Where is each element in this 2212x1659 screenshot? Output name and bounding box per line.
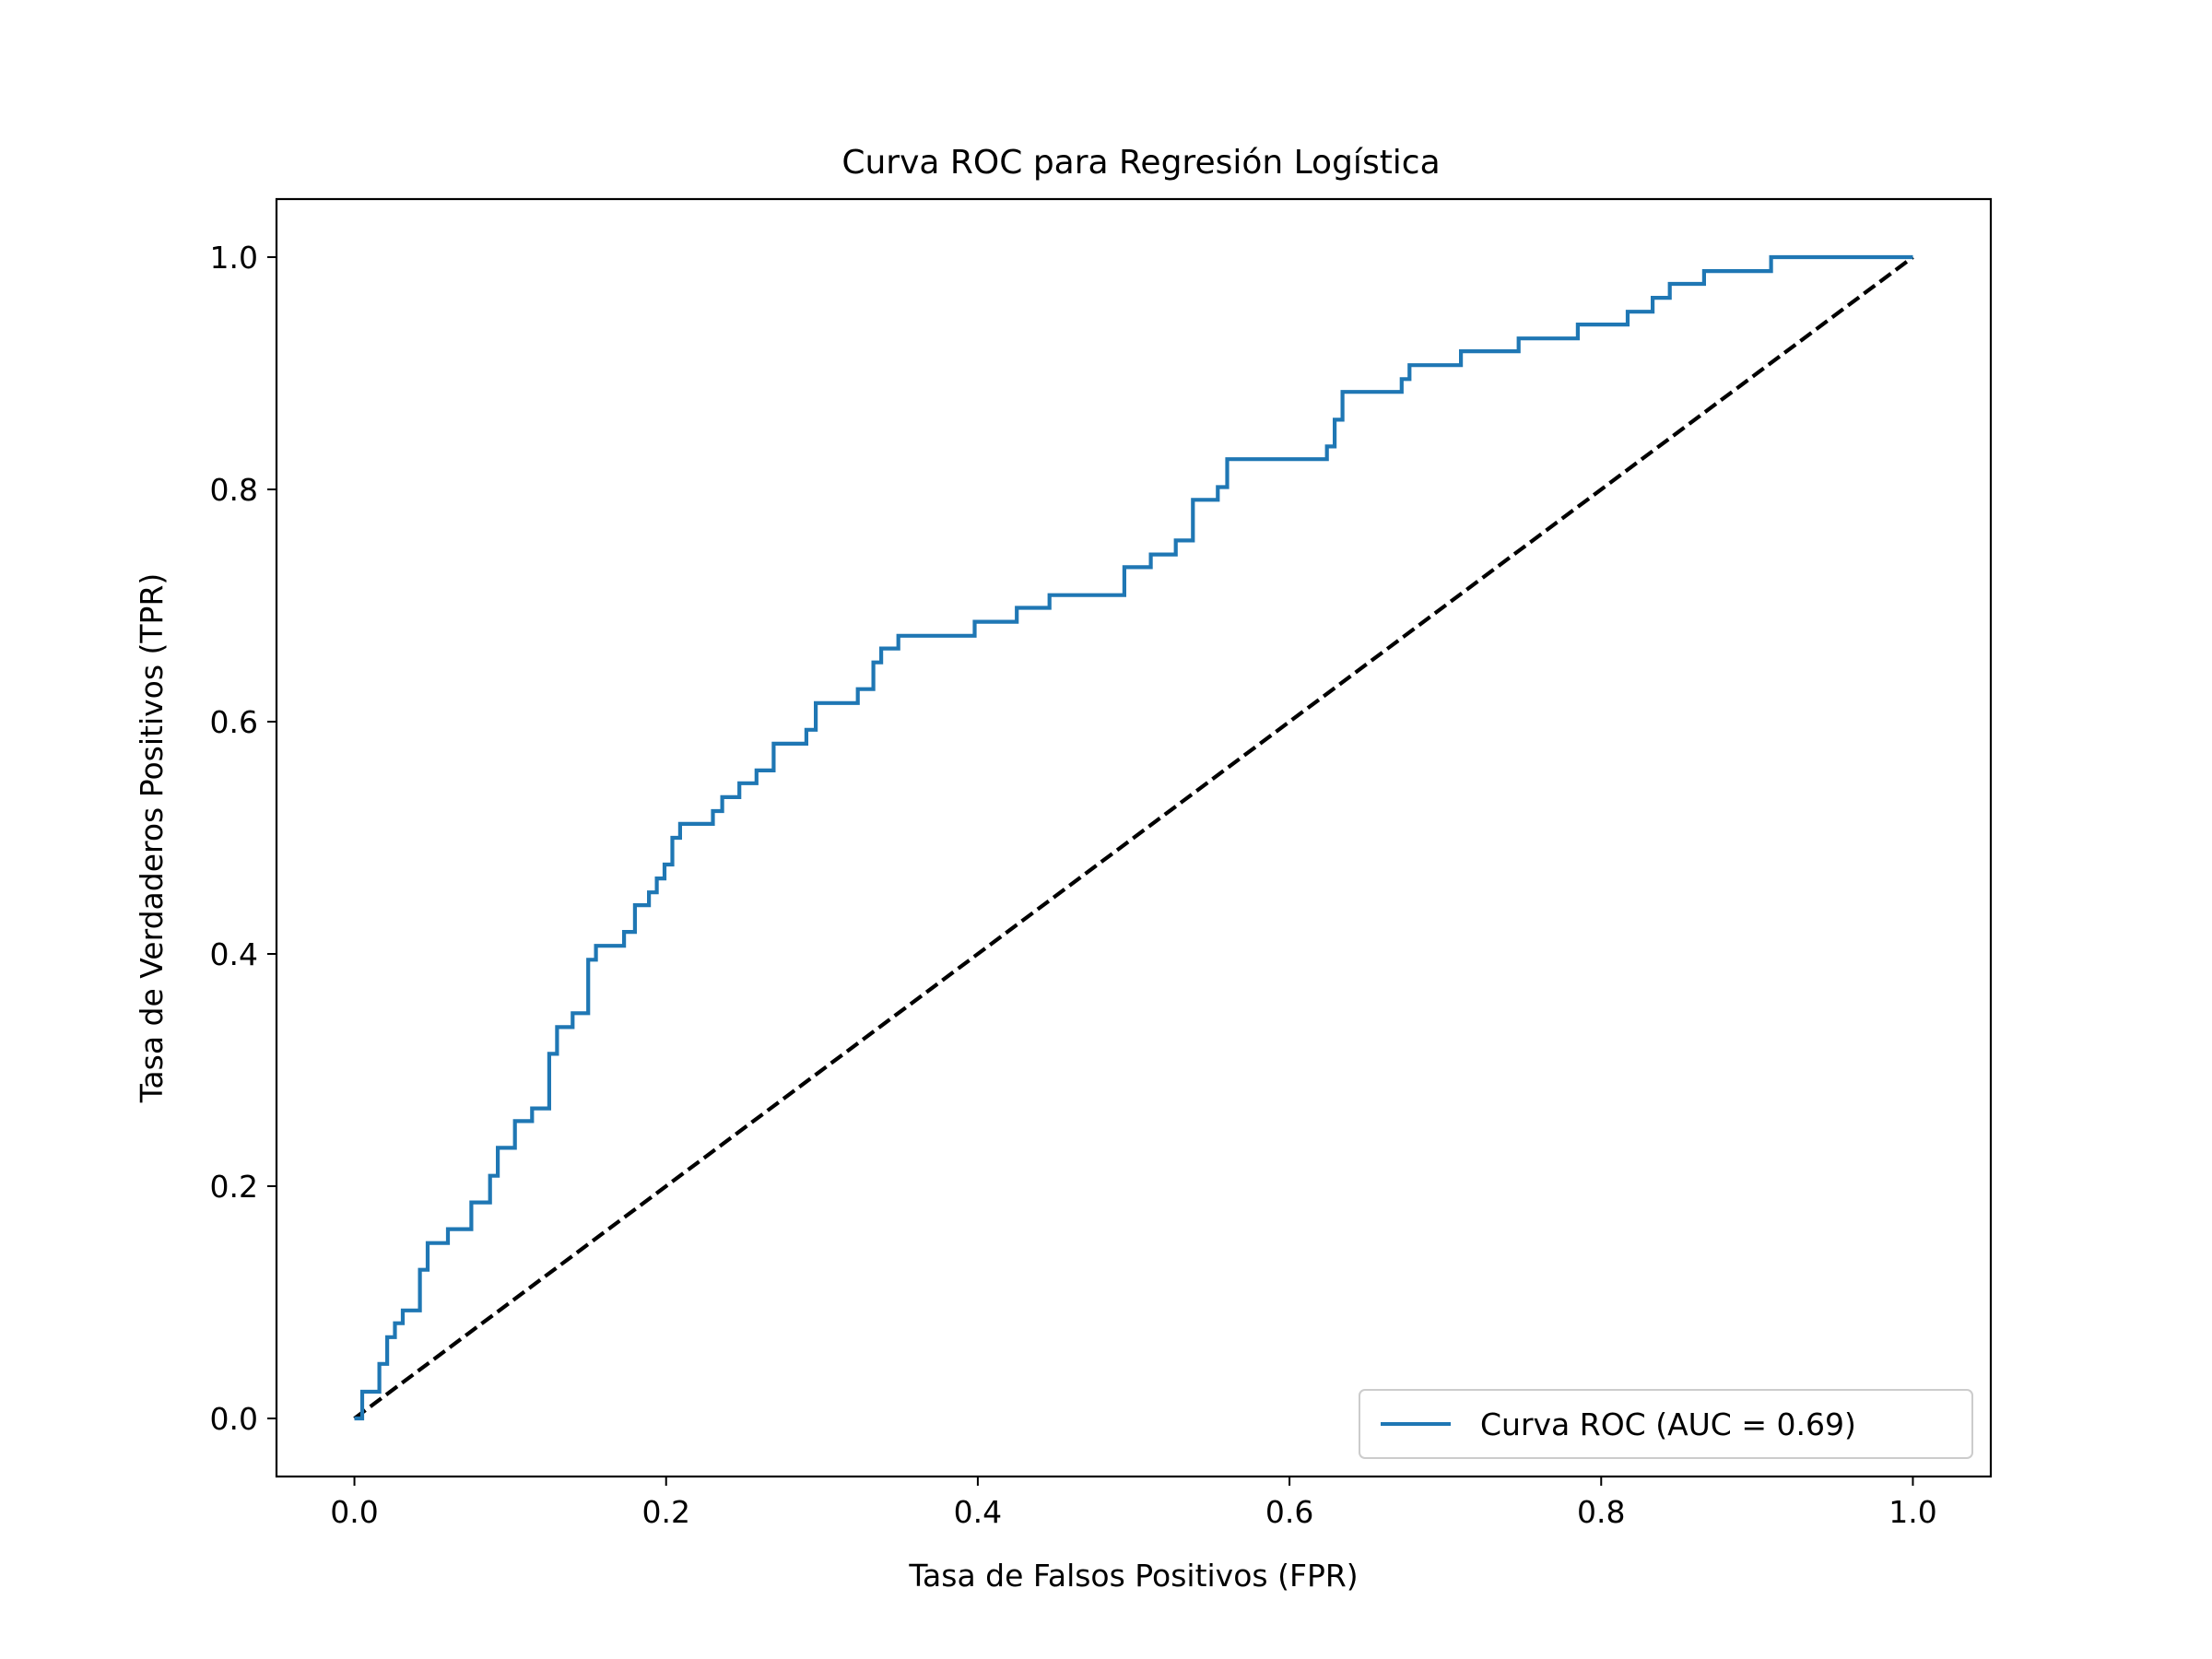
y-tick-label: 0.6 bbox=[210, 704, 258, 740]
y-tick-label: 0.2 bbox=[210, 1169, 258, 1205]
x-tick-label: 1.0 bbox=[1888, 1494, 1936, 1530]
diagonal-reference-line bbox=[353, 255, 1914, 1420]
y-axis-ticks: 0.0 0.2 0.4 0.6 0.8 1.0 bbox=[210, 240, 276, 1437]
legend: Curva ROC (AUC = 0.69) bbox=[1359, 1389, 1973, 1459]
y-tick-label: 1.0 bbox=[210, 240, 258, 276]
x-tick-label: 0.0 bbox=[330, 1494, 378, 1530]
y-axis-label: Tasa de Verdaderos Positivos (TPR) bbox=[134, 573, 170, 1104]
x-tick-label: 0.2 bbox=[641, 1494, 689, 1530]
plot-frame bbox=[275, 197, 1993, 1478]
legend-label: Curva ROC (AUC = 0.69) bbox=[1480, 1406, 1856, 1442]
plot-marks bbox=[353, 254, 1914, 1421]
y-tick-label: 0.8 bbox=[210, 472, 258, 508]
y-tick-label: 0.4 bbox=[210, 936, 258, 972]
roc-curve-line bbox=[354, 254, 1913, 1421]
legend-box bbox=[1359, 1389, 1973, 1459]
y-tick-label: 0.0 bbox=[210, 1401, 258, 1437]
x-axis-label: Tasa de Falsos Positivos (FPR) bbox=[908, 1558, 1358, 1594]
x-tick-label: 0.4 bbox=[954, 1494, 1002, 1530]
x-tick-label: 0.8 bbox=[1577, 1494, 1625, 1530]
x-tick-label: 0.6 bbox=[1265, 1494, 1313, 1530]
chart-title: Curva ROC para Regresión Logística bbox=[841, 144, 1440, 182]
x-axis-ticks: 0.0 0.2 0.4 0.6 0.8 1.0 bbox=[330, 1477, 1937, 1530]
